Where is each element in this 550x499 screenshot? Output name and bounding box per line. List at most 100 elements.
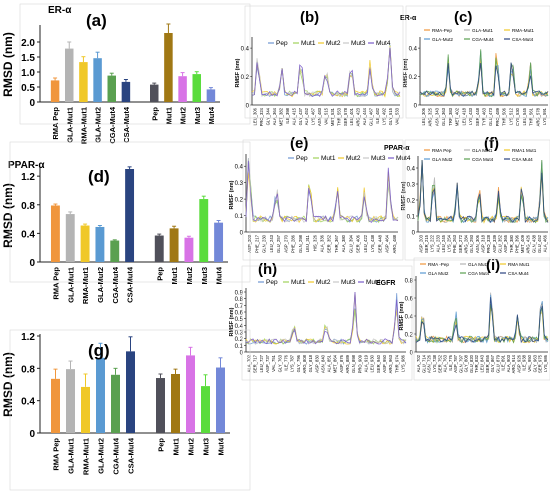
series-line-mut1 [251,45,401,98]
x-tick-label: Mut3 [193,107,202,125]
x-tick-label: LEU_545 [522,107,527,125]
legend-entry: Mut2 [326,40,341,47]
y-tick-label: 0 [412,231,416,237]
x-tick-label: GLU_452 [537,234,542,253]
x-tick-label: PRO_328 [486,234,491,253]
x-tick-label: ALA_702 [247,354,252,372]
x-tick-label: SER_578 [343,107,348,126]
y-tick-label: 0.3 [235,331,244,337]
legend-entry: Mut1 [291,279,306,286]
x-tick-label: MET_402 [455,107,460,126]
panel-frame [405,5,550,119]
x-tick-label: ALA_466 [543,234,548,252]
x-tick-label: Mut2 [179,107,188,125]
x-tick-label: ALA_380 [341,234,346,252]
x-tick-label: LYS_254 [447,234,452,252]
x-tick-label: ARG_808 [302,354,307,373]
x-tick-label: TRP_383 [448,107,453,125]
x-tick-label: PHE_396 [514,234,519,253]
y-tick-label: 0 [246,104,250,110]
y-axis-label: RMSF (nm) [235,58,241,87]
y-tick-label: 0.3 [407,183,416,189]
legend-entry: GLA Mut1 [472,148,493,153]
x-tick-label: ILE_482 [375,107,380,123]
y-axis-label: RMSF (nm) [229,180,235,209]
x-tick-label: CYS_530 [515,107,520,126]
y-tick-label: 0.2 [407,199,416,205]
series-line-csa-mut4 [415,297,549,344]
x-tick-label: Mut4 [215,266,224,284]
panel-label: (i) [486,257,500,274]
x-tick-label: ILE_776 [448,354,453,370]
y-axis-label: RMSD (nm) [1,352,15,417]
x-tick-label: Mut3 [202,438,211,456]
legend-entry: Pep [266,279,278,286]
legend-entry: GLA-Mut1 [472,28,493,33]
legend-entry: Mut2 [346,155,361,162]
x-tick-label: ASN_306 [475,234,480,253]
bar-mut2 [184,237,194,262]
legend-entry: GLA Mut2 [432,157,453,162]
x-tick-label: LEU_401 [349,107,354,125]
legend-entry: Mut4 [376,40,391,47]
x-tick-label: GLY_808 [464,354,469,372]
chart-title: PPAR-α [8,160,45,171]
legend-entry: Mut2 [316,279,331,286]
series-line-mut4 [245,160,399,223]
y-tick-label: 0 [29,258,35,269]
legend-entry: CSA Mut4 [508,271,529,276]
x-tick-label: ASP_876 [339,354,344,372]
x-tick-label: Mut2 [185,267,194,285]
bar-csa-mut4 [125,169,135,262]
x-tick-label: GLA-Mut2 [96,267,105,303]
legend-entry: Pep [296,155,308,162]
x-tick-label: ALA_702 [416,354,421,372]
x-tick-label: SER_406 [356,234,361,253]
x-tick-label: MET_409 [520,234,525,253]
y-tick-label: 0.4 [407,167,416,173]
legend-entry: RMA Mut1 [508,262,530,267]
panel-frame [241,265,413,381]
bar-gla-mut2 [93,58,102,102]
x-tick-label: ASP_950 [382,354,387,372]
legend-entry: RMA1 Mut1 [512,148,537,153]
panel-frame [242,139,404,261]
x-tick-label: LEU_311 [305,234,310,252]
series-line-mut3 [245,291,407,345]
x-tick-label: GLY_344 [266,107,271,125]
x-tick-label: LEU_727 [259,354,264,372]
x-tick-label: ALA_903 [506,354,511,372]
bar-rma-mut1 [80,225,90,262]
bar-mut4 [206,89,216,102]
series-line-gla-mut2 [419,50,549,98]
panel-label: (f) [484,135,499,152]
bar-cga-mut4 [107,75,116,102]
x-tick-label: ASP_339 [492,234,497,252]
y-tick-label: 2.0 [21,38,35,49]
bar-cga-mut4 [111,374,120,433]
legend-entry: Mut4 [396,155,411,162]
x-tick-label: ALA_233 [435,234,440,252]
series-line-pep [245,157,399,224]
y-tick-label: 0.8 [235,297,244,303]
bar-chart-g: 0 0.4 0.8 1.2 RMSD (nm) RMA Pep GLA-Mut1 RMA-Mu… [1,332,230,475]
x-tick-label: RMA Pep [51,267,60,300]
x-tick-label: PHE_286 [291,234,296,253]
x-tick-label: THR_974 [394,354,399,373]
x-tick-label: ARG_963 [388,354,393,373]
legend-entry: CGA Mut4 [468,271,490,276]
y-tick-label: 0.4 [235,324,244,330]
y-tick-label: 0.2 [409,75,418,81]
bar-rma-mut1 [79,62,88,102]
y-tick-label: 0.4 [21,229,35,240]
x-tick-label: CGA-Mut4 [108,106,117,143]
series-line-mut3 [245,157,399,223]
series-line-pep [251,44,401,98]
x-tick-label: LYS_512 [508,107,513,125]
y-tick-label: 0.2 [235,198,244,204]
bar-rma-pep [50,205,60,262]
x-tick-label: PHE_217 [254,234,259,253]
x-tick-label: Pep [155,267,164,281]
